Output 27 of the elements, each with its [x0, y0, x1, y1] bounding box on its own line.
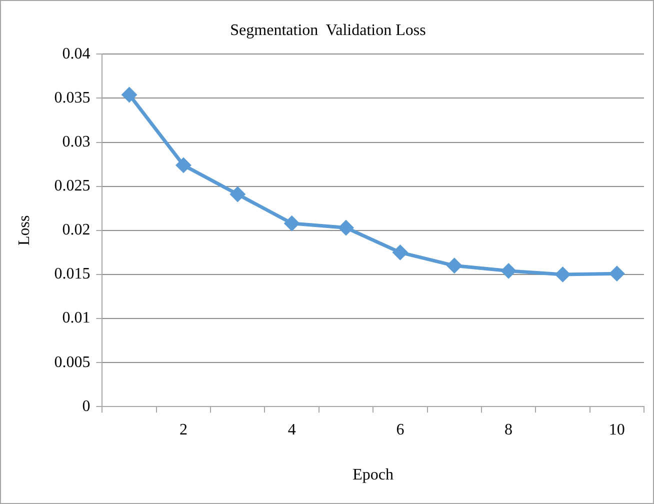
x-axis-title: Epoch — [352, 466, 394, 484]
x-tick-label: 2 — [179, 421, 188, 438]
point — [501, 264, 516, 278]
point — [176, 158, 191, 172]
chart-title: Segmentation Validation Loss — [230, 22, 426, 39]
point — [284, 216, 300, 231]
x-tick-label: 6 — [396, 421, 404, 438]
x-tick-label: 8 — [504, 421, 513, 438]
point — [555, 267, 570, 282]
point — [610, 266, 624, 281]
point — [447, 258, 462, 273]
y-tick-label: 0.005 — [54, 354, 90, 371]
point — [122, 87, 137, 102]
y-axis-title: Loss — [16, 215, 33, 246]
y-tick-label: 0.01 — [62, 310, 90, 327]
point — [392, 245, 408, 260]
y-tick-label: 0.02 — [62, 222, 90, 239]
y-tick-label: 0.03 — [62, 134, 90, 151]
x-tick-label: 4 — [288, 421, 296, 438]
y-tick-label: 0.035 — [54, 89, 90, 106]
y-tick-label: 0.015 — [54, 266, 90, 283]
y-tick-label: 0.04 — [62, 45, 90, 62]
y-tick-label: 0.025 — [54, 178, 90, 195]
x-tick-label: 10 — [608, 421, 625, 438]
y-tick-label: 0 — [82, 398, 90, 415]
point — [338, 220, 354, 236]
point — [230, 187, 245, 202]
